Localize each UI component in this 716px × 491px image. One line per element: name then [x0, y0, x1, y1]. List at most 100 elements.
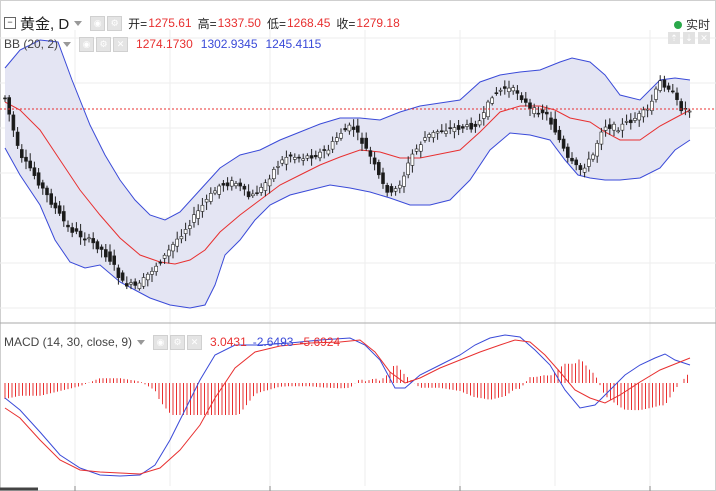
candle-body	[259, 187, 264, 193]
chevron-down-icon[interactable]	[74, 20, 83, 26]
candle-body	[276, 166, 280, 168]
gear-icon[interactable]: ⚙	[107, 15, 123, 31]
candlesticks	[3, 75, 692, 291]
candle-body	[108, 251, 112, 262]
candle-body	[389, 186, 394, 193]
low-value: 1268.45	[287, 16, 331, 30]
candle-body	[271, 169, 276, 180]
candle-body	[553, 118, 558, 133]
candle-body	[196, 210, 200, 219]
bb-name[interactable]: BB (20, 2)	[4, 37, 59, 51]
candle-body	[280, 159, 285, 164]
candle-body	[32, 167, 37, 176]
candle-body	[28, 160, 33, 169]
candle-body	[322, 149, 327, 151]
move-down-icon[interactable]: ⇣	[683, 32, 695, 44]
chevron-down-icon[interactable]	[137, 339, 146, 345]
candle-body	[57, 205, 62, 214]
candle-body	[654, 88, 658, 100]
candle-body	[188, 225, 192, 229]
candle-body	[171, 244, 175, 252]
close-icon[interactable]: ✕	[113, 36, 129, 52]
macd-histogram	[4, 359, 688, 415]
candle-body	[465, 124, 469, 127]
close-icon[interactable]: ✕	[187, 334, 203, 350]
chevron-down-icon[interactable]	[63, 41, 72, 47]
candle-body	[628, 119, 633, 124]
open-label: 开=	[128, 16, 148, 31]
symbol-title[interactable]: 黄金, D	[20, 15, 70, 33]
candle-body	[641, 109, 646, 118]
candle-body	[402, 175, 406, 187]
candle-body	[87, 237, 91, 240]
candle-body	[612, 123, 616, 131]
move-up-icon[interactable]: ⇡	[668, 32, 680, 44]
candle-body	[515, 90, 520, 94]
candle-body	[351, 126, 356, 130]
candle-body	[666, 85, 671, 90]
candle-body	[687, 110, 692, 113]
candle-body	[192, 214, 196, 223]
candle-body	[481, 112, 486, 119]
candle-body	[137, 282, 142, 289]
candle-body	[305, 155, 310, 159]
candle-body	[95, 241, 100, 250]
candle-body	[66, 224, 70, 228]
candle-body	[309, 155, 314, 159]
candle-body	[662, 79, 667, 88]
candle-body	[284, 157, 289, 165]
candle-body	[561, 138, 566, 149]
macd-hist-value: 3.0431	[210, 335, 247, 349]
close-icon[interactable]: ✕	[698, 32, 710, 44]
candle-body	[355, 125, 360, 133]
candle-body	[91, 238, 95, 244]
candle-body	[645, 108, 650, 111]
candle-body	[427, 134, 432, 138]
candle-body	[620, 123, 625, 131]
candle-body	[221, 183, 226, 186]
candle-body	[544, 111, 549, 115]
candle-body	[448, 127, 453, 129]
candle-body	[439, 130, 444, 133]
close-label: 收=	[336, 16, 356, 31]
candle-body	[637, 113, 642, 121]
eye-icon[interactable]: ◉	[90, 15, 106, 31]
candle-body	[406, 162, 411, 176]
candle-body	[507, 87, 511, 93]
candle-body	[557, 129, 562, 141]
gear-icon[interactable]: ⚙	[170, 334, 186, 350]
candle-body	[599, 131, 604, 145]
candle-body	[586, 158, 591, 167]
high-value: 1337.50	[217, 16, 261, 30]
collapse-icon[interactable]: −	[4, 17, 16, 29]
candle-body	[209, 193, 213, 202]
candle-body	[162, 254, 167, 259]
candle-body	[473, 123, 478, 127]
macd-name[interactable]: MACD (14, 30, close, 9)	[4, 335, 133, 349]
bollinger-bands	[4, 39, 691, 309]
candle-body	[230, 180, 234, 187]
candle-body	[326, 149, 331, 155]
candle-body	[595, 143, 600, 157]
candle-body	[129, 282, 133, 285]
realtime-indicator[interactable]: 实时	[673, 16, 710, 33]
macd-signal-value: -5.6924	[299, 335, 341, 349]
candle-body	[360, 137, 364, 144]
open-value: 1275.61	[148, 16, 192, 30]
eye-icon[interactable]: ◉	[153, 334, 169, 350]
candle-body	[179, 236, 184, 240]
eye-icon[interactable]: ◉	[79, 36, 95, 52]
candle-body	[469, 122, 474, 130]
candle-body	[633, 118, 637, 121]
candle-body	[36, 172, 41, 186]
candle-body	[11, 114, 16, 131]
candle-body	[498, 89, 503, 92]
close-value: 1279.18	[356, 16, 400, 30]
candle-body	[255, 192, 259, 194]
candle-body	[45, 187, 49, 196]
candle-body	[19, 149, 24, 159]
gear-icon[interactable]: ⚙	[96, 36, 112, 52]
candle-body	[523, 98, 528, 103]
candle-body	[78, 230, 83, 238]
